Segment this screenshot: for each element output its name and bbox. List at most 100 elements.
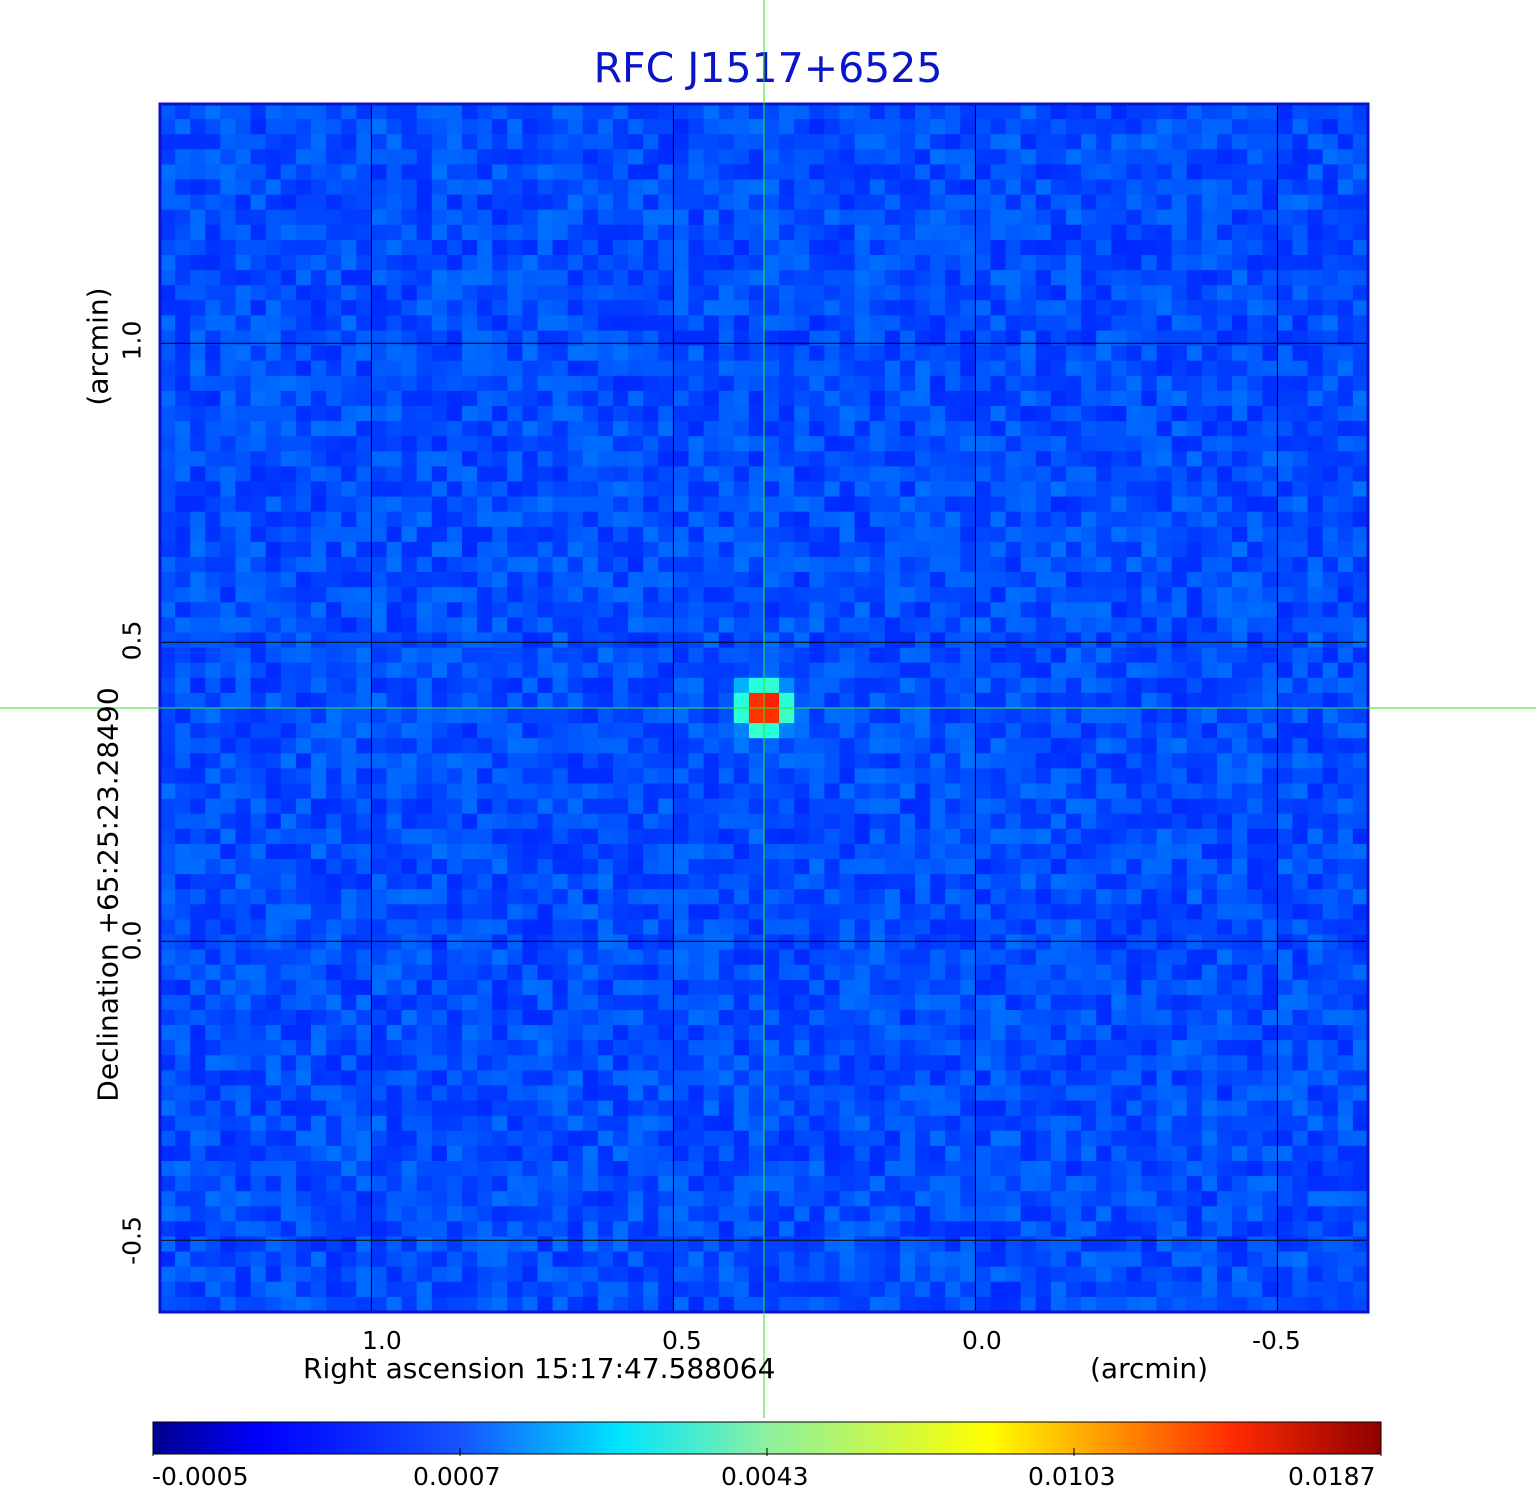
heatmap-cell: [295, 964, 312, 981]
heatmap-cell: [311, 662, 327, 679]
heatmap-cell: [1081, 904, 1097, 920]
heatmap-cell: [915, 300, 931, 316]
heatmap-cell: [1050, 1025, 1067, 1041]
heatmap-cell: [326, 859, 342, 875]
heatmap-cell: [643, 783, 659, 800]
heatmap-cell: [990, 738, 1007, 754]
heatmap-cell: [597, 119, 614, 135]
heatmap-cell: [869, 466, 886, 483]
heatmap-cell: [1020, 617, 1037, 634]
heatmap-cell: [356, 889, 372, 905]
heatmap-cell: [597, 436, 614, 452]
heatmap-cell: [1126, 209, 1143, 226]
heatmap-cell: [190, 949, 206, 966]
heatmap-cell: [884, 421, 901, 437]
heatmap-cell: [1307, 874, 1324, 890]
heatmap-cell: [1232, 557, 1248, 573]
heatmap-cell: [1020, 149, 1037, 165]
heatmap-cell: [673, 768, 690, 785]
heatmap-cell: [507, 179, 523, 196]
heatmap-cell: [1232, 436, 1248, 452]
heatmap-cell: [1081, 949, 1097, 966]
heatmap-cell: [945, 662, 961, 679]
heatmap-cell: [1156, 436, 1173, 452]
heatmap-cell: [628, 149, 644, 165]
heatmap-cell: [386, 375, 403, 392]
heatmap-cell: [1337, 134, 1354, 150]
heatmap-cell: [1066, 164, 1082, 181]
heatmap-cell: [718, 134, 735, 150]
heatmap-cell: [220, 949, 237, 966]
heatmap-cell: [1020, 270, 1037, 286]
heatmap-cell: [280, 557, 297, 573]
heatmap-cell: [1352, 541, 1369, 558]
heatmap-cell: [1111, 164, 1127, 181]
heatmap-cell: [1247, 602, 1263, 618]
heatmap-cell: [1081, 979, 1097, 996]
heatmap-cell: [839, 239, 856, 256]
heatmap-cell: [477, 239, 493, 256]
heatmap-cell: [945, 617, 961, 634]
heatmap-cell: [356, 541, 372, 558]
heatmap-cell: [1201, 164, 1218, 181]
heatmap-cell: [718, 889, 735, 905]
heatmap-cell: [522, 179, 539, 196]
heatmap-cell: [160, 602, 176, 618]
heatmap-cell: [1247, 511, 1263, 528]
heatmap-cell: [431, 345, 448, 362]
heatmap-cell: [1247, 209, 1263, 226]
heatmap-cell: [416, 360, 433, 377]
heatmap-cell: [311, 828, 327, 845]
heatmap-cell: [507, 1025, 523, 1041]
heatmap-cell: [190, 315, 206, 332]
heatmap-cell: [250, 421, 267, 437]
heatmap-cell: [1307, 194, 1324, 211]
heatmap-cell: [1201, 436, 1218, 452]
heatmap-cell: [703, 602, 720, 618]
heatmap-cell: [567, 285, 584, 301]
heatmap-cell: [1035, 979, 1052, 996]
heatmap-cell: [1201, 466, 1218, 483]
heatmap-cell: [1201, 134, 1218, 150]
heatmap-cell: [915, 783, 931, 800]
heatmap-cell: [915, 798, 931, 815]
heatmap-cell: [1096, 783, 1112, 800]
heatmap-cell: [371, 1010, 388, 1026]
heatmap-cell: [311, 692, 327, 709]
heatmap-cell: [401, 300, 418, 316]
heatmap-cell: [975, 753, 992, 769]
heatmap-cell: [915, 677, 931, 694]
heatmap-cell: [990, 587, 1007, 603]
heatmap-cell: [884, 390, 901, 407]
heatmap-cell: [446, 421, 463, 437]
heatmap-cell: [597, 239, 614, 256]
heatmap-cell: [915, 994, 931, 1011]
heatmap-cell: [552, 179, 569, 196]
heatmap-cell: [869, 859, 886, 875]
heatmap-cell: [311, 919, 327, 936]
heatmap-cell: [884, 134, 901, 150]
heatmap-cell: [628, 647, 644, 664]
heatmap-cell: [1232, 964, 1248, 981]
heatmap-cell: [975, 541, 992, 558]
heatmap-cell: [492, 859, 508, 875]
heatmap-cell: [1081, 390, 1097, 407]
heatmap-cell: [492, 375, 508, 392]
heatmap-cell: [597, 421, 614, 437]
heatmap-cell: [1337, 904, 1354, 920]
heatmap-cell: [1171, 859, 1188, 875]
heatmap-cell: [326, 949, 342, 966]
heatmap-cell: [416, 723, 433, 739]
heatmap-cell: [839, 783, 856, 800]
heatmap-cell: [1186, 224, 1203, 241]
heatmap-cell: [1111, 451, 1127, 467]
heatmap-cell: [1171, 904, 1188, 920]
heatmap-cell: [1141, 104, 1158, 120]
heatmap-cell: [1247, 874, 1263, 890]
heatmap-cell: [552, 1010, 569, 1026]
heatmap-cell: [462, 481, 478, 498]
heatmap-cell: [311, 632, 327, 649]
heatmap-cell: [1217, 285, 1233, 301]
heatmap-cell: [643, 481, 659, 498]
heatmap-cell: [748, 632, 765, 649]
